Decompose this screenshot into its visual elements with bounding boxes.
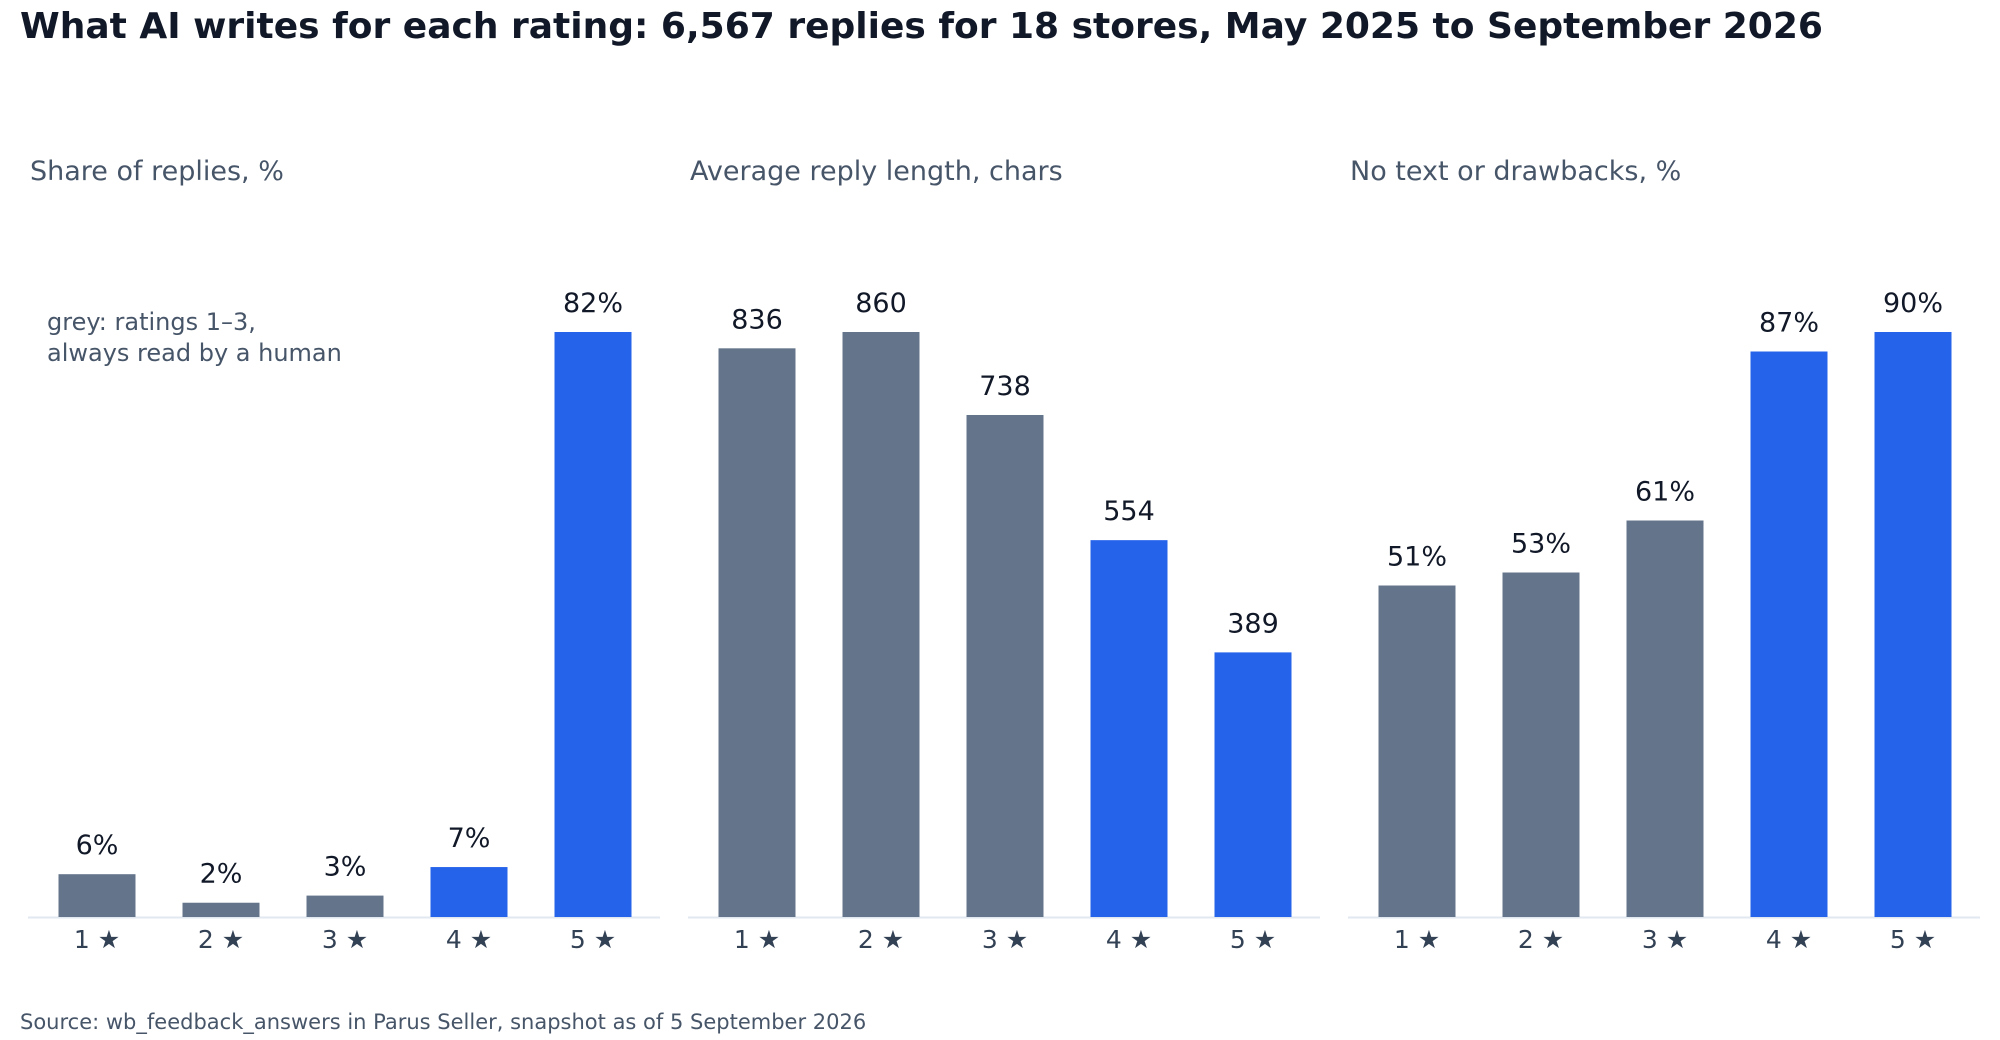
- panel-2-tick-label-5: 5 ★: [1230, 925, 1276, 954]
- panel-1-tick-label-1: 1 ★: [74, 925, 120, 954]
- panel-1-title: Share of replies, %: [30, 156, 284, 187]
- panel-3-tick-label-5: 5 ★: [1890, 925, 1936, 954]
- panel-1-bar-5: [554, 332, 632, 917]
- panel-1-tick-label-4: 4 ★: [446, 925, 492, 954]
- panel-2-bar-2: [842, 332, 920, 917]
- panel-1-value-label-5: 82%: [563, 288, 623, 319]
- panel-2-tick-label-3: 3 ★: [982, 925, 1028, 954]
- panel-2-bar-3: [966, 414, 1044, 917]
- panel-1-value-label-2: 2%: [200, 859, 243, 890]
- panel-1-tick-label-3: 3 ★: [322, 925, 368, 954]
- panel-2-value-label-4: 554: [1103, 496, 1155, 527]
- panel-3-value-label-1: 51%: [1387, 542, 1447, 573]
- panel-3-value-label-3: 61%: [1635, 477, 1695, 508]
- panel-2-value-label-1: 836: [731, 304, 783, 335]
- panel-1-annotation-line-2: always read by a human: [47, 339, 342, 367]
- page-title: What AI writes for each rating: 6,567 re…: [20, 6, 1823, 47]
- panel-3-value-label-5: 90%: [1883, 288, 1943, 319]
- panel-2-tick-label-4: 4 ★: [1106, 925, 1152, 954]
- panel-1-tick-label-5: 5 ★: [570, 925, 616, 954]
- panel-3-tick-label-2: 2 ★: [1518, 925, 1564, 954]
- panel-1-tick-label-2: 2 ★: [198, 925, 244, 954]
- panel-1-bar-2: [182, 902, 260, 917]
- panel-2-tick-label-1: 1 ★: [734, 925, 780, 954]
- panel-1-annotation-line-1: grey: ratings 1–3,: [47, 308, 256, 336]
- panel-2-value-label-5: 389: [1227, 608, 1279, 639]
- panel-2-bar-1: [718, 348, 796, 918]
- panel-2-tick-label-2: 2 ★: [858, 925, 904, 954]
- panel-3-value-label-4: 87%: [1759, 308, 1819, 339]
- panel-2-value-label-3: 738: [979, 371, 1031, 402]
- panel-2-bar-5: [1214, 652, 1292, 917]
- panel-3-bar-1: [1378, 585, 1456, 917]
- panel-2-value-label-2: 860: [855, 288, 907, 319]
- panel-2-bar-4: [1090, 540, 1168, 917]
- panel-3-bar-2: [1502, 572, 1580, 917]
- panel-3-bar-3: [1626, 520, 1704, 917]
- panel-2-title: Average reply length, chars: [690, 156, 1063, 187]
- source-note: Source: wb_feedback_answers in Parus Sel…: [20, 1010, 867, 1034]
- panel-3-tick-label-4: 4 ★: [1766, 925, 1812, 954]
- panel-3-tick-label-1: 1 ★: [1394, 925, 1440, 954]
- panel-3-value-label-2: 53%: [1511, 529, 1571, 560]
- panel-1-value-label-1: 6%: [76, 830, 119, 861]
- panel-3-title: No text or drawbacks, %: [1350, 156, 1681, 187]
- panel-3-bar-5: [1874, 332, 1952, 917]
- panel-1-bar-4: [430, 867, 508, 917]
- panel-3-bar-4: [1750, 351, 1828, 917]
- panel-1-value-label-3: 3%: [324, 852, 367, 883]
- panel-1-bar-3: [306, 895, 384, 917]
- panel-1-value-label-4: 7%: [448, 823, 491, 854]
- panel-3-tick-label-3: 3 ★: [1642, 925, 1688, 954]
- panel-1-bar-1: [58, 874, 136, 917]
